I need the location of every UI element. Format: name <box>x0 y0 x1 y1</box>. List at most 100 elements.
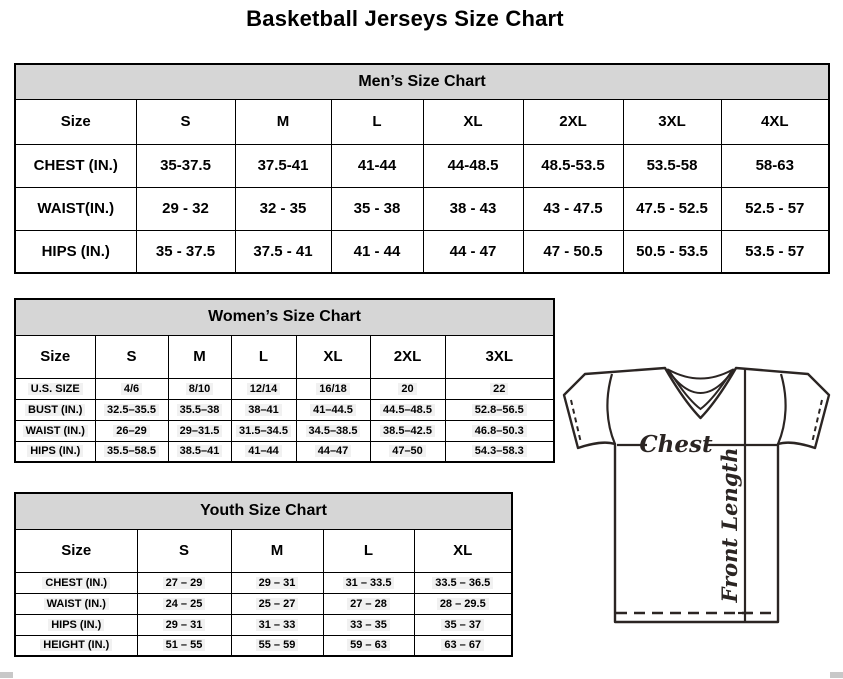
measure-value-cell: 38–41 <box>230 398 297 421</box>
measure-value-cell: 32.5–35.5 <box>94 398 169 421</box>
measure-value-cell: 51 – 55 <box>136 634 232 657</box>
measure-value-cell: 41-44 <box>330 143 424 188</box>
size-col-header: L <box>330 98 424 145</box>
measure-value-cell: 20 <box>369 377 446 400</box>
size-col-header: S <box>136 528 232 573</box>
chest-label: Chest <box>639 431 713 458</box>
measure-value-cell: 29–31.5 <box>167 419 232 442</box>
measure-label-cell: WAIST (IN.) <box>14 419 96 442</box>
measure-label-cell: CHEST (IN.) <box>14 143 137 188</box>
measure-value-cell: 32 - 35 <box>234 186 332 231</box>
measure-value-cell: 33 – 35 <box>322 613 415 636</box>
measure-value-cell: 47 - 50.5 <box>522 229 624 274</box>
jersey-measurement-diagram: Chest Front Length <box>562 366 831 624</box>
size-label-cell: Size <box>14 334 96 379</box>
mens-size-chart-table: Men’s Size Chart Size S M L XL 2XL 3XL 4XL CHEST … <box>14 63 831 274</box>
front-length-label: Front Length <box>717 448 742 604</box>
size-col-header: M <box>230 528 324 573</box>
measure-value-cell: 25 – 27 <box>230 592 324 615</box>
measure-value-cell: 41–44.5 <box>295 398 371 421</box>
vneck-inner-line <box>667 368 734 411</box>
measure-value-cell: 38 - 43 <box>422 186 524 231</box>
measure-value-cell: 35.5–38 <box>167 398 232 421</box>
size-col-header: 4XL <box>720 98 830 145</box>
measure-value-cell: 52.8–56.5 <box>444 398 555 421</box>
right-armhole-seam <box>776 373 787 445</box>
measure-value-cell: 28 – 29.5 <box>413 592 513 615</box>
left-cuff-dashed-line <box>570 399 582 444</box>
measure-value-cell: 34.5–38.5 <box>295 419 371 442</box>
measure-value-cell: 31.5–34.5 <box>230 419 297 442</box>
measure-value-cell: 29 - 32 <box>135 186 236 231</box>
measure-value-cell: 27 – 28 <box>322 592 415 615</box>
measure-value-cell: 26–29 <box>94 419 169 442</box>
measure-value-cell: 37.5-41 <box>234 143 332 188</box>
measure-value-cell: 53.5 - 57 <box>720 229 830 274</box>
measure-value-cell: 54.3–58.3 <box>444 440 555 463</box>
measure-value-cell: 47.5 - 52.5 <box>622 186 722 231</box>
measure-label-cell: HIPS (IN.) <box>14 613 138 636</box>
measure-value-cell: 29 – 31 <box>136 613 232 636</box>
collar-back-arc <box>668 369 733 380</box>
size-col-header: S <box>135 98 236 145</box>
measure-value-cell: 44 - 47 <box>422 229 524 274</box>
measure-value-cell: 38.5–41 <box>167 440 232 463</box>
measure-value-cell: 55 – 59 <box>230 634 324 657</box>
measure-value-cell: 35 – 37 <box>413 613 513 636</box>
corner-artifact-right <box>830 672 843 678</box>
measure-value-cell: 22 <box>444 377 555 400</box>
size-col-header: S <box>94 334 169 379</box>
measure-label-cell: WAIST (IN.) <box>14 592 138 615</box>
measure-value-cell: 44-48.5 <box>422 143 524 188</box>
measure-value-cell: 31 – 33.5 <box>322 571 415 594</box>
youth-chart-title: Youth Size Chart <box>14 492 513 530</box>
size-col-header: XL <box>413 528 513 573</box>
size-col-header: XL <box>422 98 524 145</box>
measure-value-cell: 24 – 25 <box>136 592 232 615</box>
measure-label-cell: BUST (IN.) <box>14 398 96 421</box>
size-col-header: 2XL <box>522 98 624 145</box>
measure-value-cell: 41–44 <box>230 440 297 463</box>
women-chart-title: Women’s Size Chart <box>14 298 555 336</box>
measure-value-cell: 35 - 38 <box>330 186 424 231</box>
measure-value-cell: 29 – 31 <box>230 571 324 594</box>
size-col-header: M <box>167 334 232 379</box>
measure-value-cell: 44–47 <box>295 440 371 463</box>
measure-value-cell: 16/18 <box>295 377 371 400</box>
measure-value-cell: 33.5 – 36.5 <box>413 571 513 594</box>
page-title: Basketball Jerseys Size Chart <box>246 6 564 31</box>
men-chart-title: Men’s Size Chart <box>14 63 830 100</box>
measure-value-cell: 38.5–42.5 <box>369 419 446 442</box>
size-col-header: M <box>234 98 332 145</box>
measure-value-cell: 52.5 - 57 <box>720 186 830 231</box>
size-col-header: XL <box>295 334 371 379</box>
measure-value-cell: 63 – 67 <box>413 634 513 657</box>
measure-value-cell: 53.5-58 <box>622 143 722 188</box>
measure-label-cell: CHEST (IN.) <box>14 571 138 594</box>
measure-value-cell: 31 – 33 <box>230 613 324 636</box>
measure-value-cell: 37.5 - 41 <box>234 229 332 274</box>
size-col-header: 3XL <box>622 98 722 145</box>
right-cuff-dashed-line <box>811 399 823 444</box>
measure-label-cell: U.S. SIZE <box>14 377 96 400</box>
measure-value-cell: 35 - 37.5 <box>135 229 236 274</box>
measure-label-cell: WAIST(IN.) <box>14 186 137 231</box>
measure-value-cell: 35.5–58.5 <box>94 440 169 463</box>
measure-value-cell: 58-63 <box>720 143 830 188</box>
size-col-header: 3XL <box>444 334 555 379</box>
measure-value-cell: 8/10 <box>167 377 232 400</box>
left-armhole-seam <box>606 373 617 445</box>
jersey-outline <box>562 366 831 624</box>
measure-value-cell: 47–50 <box>369 440 446 463</box>
size-col-header: 2XL <box>369 334 446 379</box>
measure-value-cell: 43 - 47.5 <box>522 186 624 231</box>
measure-value-cell: 27 – 29 <box>136 571 232 594</box>
size-col-header: L <box>230 334 297 379</box>
measure-value-cell: 59 – 63 <box>322 634 415 657</box>
size-label-cell: Size <box>14 98 137 145</box>
measure-label-cell: HIPS (IN.) <box>14 229 137 274</box>
womens-size-chart-table: Women’s Size Chart Size S M L XL 2XL 3XL U.S. SI… <box>14 298 556 463</box>
corner-artifact-left <box>0 672 13 678</box>
measure-value-cell: 46.8–50.3 <box>444 419 555 442</box>
